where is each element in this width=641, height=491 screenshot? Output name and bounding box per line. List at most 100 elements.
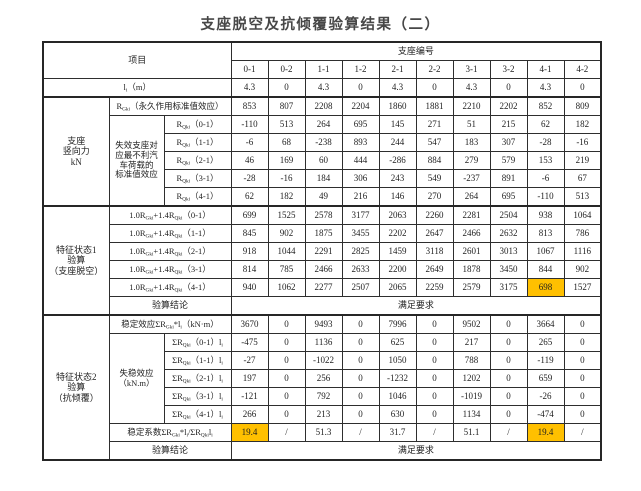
value-cell: 60 bbox=[304, 151, 343, 170]
value-cell: 1860 bbox=[378, 96, 417, 116]
value-cell: 1202 bbox=[452, 369, 491, 388]
value-cell: 307 bbox=[489, 133, 528, 152]
bearing-id-header: 4-2 bbox=[563, 60, 602, 79]
value-cell: 940 bbox=[230, 278, 269, 297]
value-cell: 62 bbox=[526, 115, 565, 134]
bearing-id-header: 0-1 bbox=[230, 60, 269, 79]
results-table: 项目 支座编号 0-1 0-2 1-1 1-2 2-1 2-2 3-1 3-2 … bbox=[42, 41, 603, 461]
value-cell: 938 bbox=[526, 205, 565, 225]
li-row-label: li（m） bbox=[42, 78, 232, 98]
item-header: 项目 bbox=[42, 41, 232, 79]
rqki-row-label: RQki（3-1） bbox=[163, 169, 232, 188]
value-cell: -238 bbox=[304, 133, 343, 152]
value-cell: 2277 bbox=[304, 278, 343, 297]
value-cell: 1067 bbox=[526, 242, 565, 261]
conclusion-value: 满足要求 bbox=[230, 296, 602, 316]
table-row: ΣRQki（2-1）li 197 0 256 0 -1232 0 1202 0 … bbox=[43, 369, 602, 388]
table-row: 项目 支座编号 bbox=[42, 41, 602, 79]
value-cell: 0 bbox=[489, 369, 528, 388]
value-cell: 256 bbox=[304, 369, 343, 388]
value-cell: 68 bbox=[267, 133, 306, 152]
table-row: 1.0RGki+1.4RQki（3-1） 814 785 2466 2633 2… bbox=[43, 260, 602, 279]
value-cell: 9493 bbox=[304, 314, 343, 334]
group-label-destabilizing-effect: 失稳效应 （kN.m） bbox=[108, 333, 165, 424]
value-cell: 0 bbox=[341, 387, 380, 406]
value-cell: 0 bbox=[563, 314, 602, 334]
stabilizing-effect-label: 稳定效应ΣRGki*li（kN·m） bbox=[108, 314, 232, 334]
combo-row-label: 1.0RGki+1.4RQki（2-1） bbox=[108, 242, 232, 261]
value-cell: 1062 bbox=[267, 278, 306, 297]
value-cell: -237 bbox=[452, 169, 491, 188]
value-cell: 1044 bbox=[267, 242, 306, 261]
value-cell: -1232 bbox=[378, 369, 417, 388]
value-cell: 2063 bbox=[378, 205, 417, 225]
table-row: 特征状态2 验算 （抗倾覆） 稳定效应ΣRGki*li（kN·m） 3670 0… bbox=[42, 314, 602, 461]
value-cell: 444 bbox=[341, 151, 380, 170]
value-cell: 579 bbox=[489, 151, 528, 170]
value-cell: 2649 bbox=[415, 260, 454, 279]
conclusion-value: 满足要求 bbox=[230, 441, 602, 461]
value-cell: / bbox=[489, 423, 528, 442]
value-cell: 1525 bbox=[267, 205, 306, 225]
value-cell: / bbox=[415, 423, 454, 442]
group-label-failed-bearing-effect: 失效支座对 应最不利汽 车荷载的 标准值效应 bbox=[108, 115, 165, 207]
combo-row-label: 1.0RGki+1.4RQki（4-1） bbox=[108, 278, 232, 297]
value-cell: 0 bbox=[341, 405, 380, 424]
value-cell: -6 bbox=[230, 133, 269, 152]
value-cell: -286 bbox=[378, 151, 417, 170]
value-cell: 1064 bbox=[563, 205, 602, 225]
table-row: RQki（4-1） 62 182 49 216 146 270 264 695 … bbox=[43, 187, 602, 207]
rqki-row-label: RQki（4-1） bbox=[163, 187, 232, 207]
value-cell: 1459 bbox=[378, 242, 417, 261]
value-cell: 792 bbox=[304, 387, 343, 406]
rqki-row-label: RQki（0-1） bbox=[163, 115, 232, 134]
value-cell: -121 bbox=[230, 387, 269, 406]
value-cell: 0 bbox=[267, 405, 306, 424]
bearing-id-header: 4-1 bbox=[526, 60, 565, 79]
value-cell: 62 bbox=[230, 187, 269, 207]
value-cell: 2504 bbox=[489, 205, 528, 225]
value-cell: 146 bbox=[378, 187, 417, 207]
value-cell: 695 bbox=[489, 187, 528, 207]
value-cell: 884 bbox=[415, 151, 454, 170]
value-cell: 2065 bbox=[378, 278, 417, 297]
value-cell: 0 bbox=[267, 387, 306, 406]
value-cell: 807 bbox=[267, 96, 306, 116]
value-cell: 785 bbox=[267, 260, 306, 279]
value-cell: 0 bbox=[341, 351, 380, 370]
value-cell: 213 bbox=[304, 405, 343, 424]
value-cell: 145 bbox=[378, 115, 417, 134]
value-cell: 1134 bbox=[452, 405, 491, 424]
value-cell: 217 bbox=[452, 333, 491, 352]
table-row: 验算结论 满足要求 bbox=[43, 441, 602, 461]
value-cell: 67 bbox=[563, 169, 602, 188]
value-cell: 219 bbox=[563, 151, 602, 170]
value-cell: 2291 bbox=[304, 242, 343, 261]
bearing-id-header: 1-1 bbox=[304, 60, 343, 79]
value-cell: 0 bbox=[341, 369, 380, 388]
value-cell: -28 bbox=[526, 133, 565, 152]
value-cell: 0 bbox=[489, 405, 528, 424]
sigma-row-label: ΣRQki（3-1）li bbox=[163, 387, 232, 406]
value-cell: -26 bbox=[526, 387, 565, 406]
value-cell: 0 bbox=[415, 405, 454, 424]
value-cell: 2647 bbox=[415, 224, 454, 243]
value-cell: 0 bbox=[563, 387, 602, 406]
value-cell: 2204 bbox=[341, 96, 380, 116]
value-cell: 0 bbox=[415, 387, 454, 406]
value-cell: 197 bbox=[230, 369, 269, 388]
value-cell: 853 bbox=[230, 96, 269, 116]
value-cell: 0 bbox=[267, 314, 306, 334]
value-cell: 0 bbox=[341, 78, 380, 98]
value-cell: 699 bbox=[230, 205, 269, 225]
bearing-id-header: 3-2 bbox=[489, 60, 528, 79]
value-cell: 2281 bbox=[452, 205, 491, 225]
sigma-row-label: ΣRQki（1-1）li bbox=[163, 351, 232, 370]
value-cell: 0 bbox=[267, 333, 306, 352]
value-cell: / bbox=[267, 423, 306, 442]
value-cell: 2578 bbox=[304, 205, 343, 225]
value-cell: 1116 bbox=[563, 242, 602, 261]
value-cell: -119 bbox=[526, 351, 565, 370]
value-cell: 182 bbox=[267, 187, 306, 207]
